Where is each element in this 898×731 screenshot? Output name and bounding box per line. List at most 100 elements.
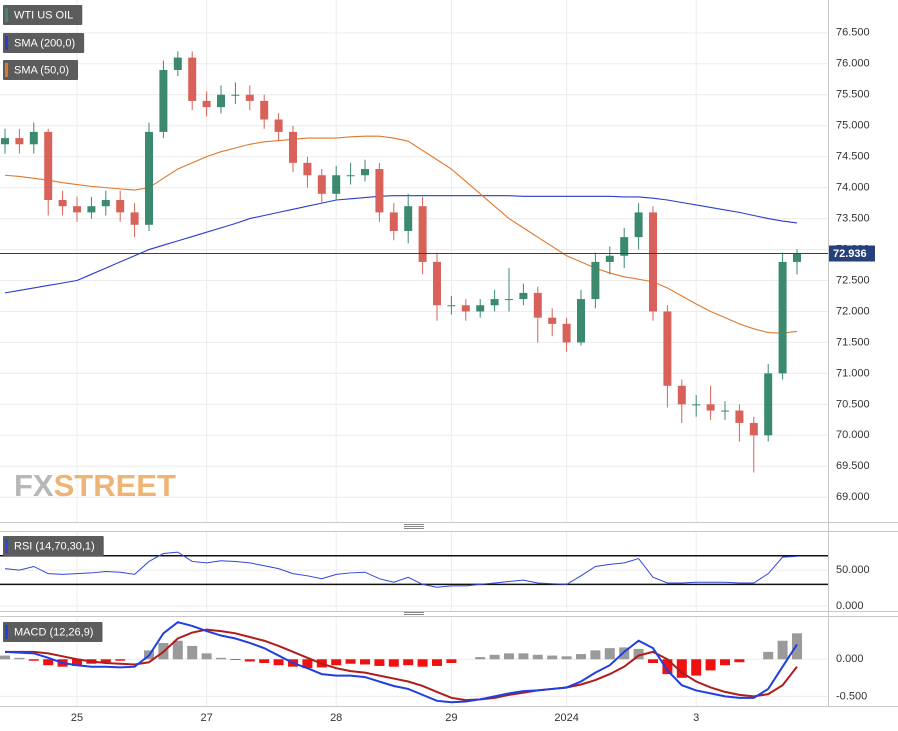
candle-body bbox=[58, 200, 67, 207]
last-price-box bbox=[829, 245, 875, 262]
candle-body bbox=[591, 261, 600, 300]
histogram-bar bbox=[331, 659, 342, 666]
legend-marker bbox=[5, 625, 8, 639]
legend-label: SMA (50,0) bbox=[14, 64, 69, 76]
x-tick-label: 25 bbox=[71, 712, 83, 724]
histogram-bar bbox=[187, 645, 198, 660]
candle-body bbox=[389, 212, 398, 231]
macd-line bbox=[4, 621, 798, 704]
candle-body bbox=[173, 57, 182, 70]
candle-body bbox=[735, 410, 744, 423]
candle-body bbox=[145, 131, 153, 225]
candle-body bbox=[101, 200, 110, 207]
candle-body bbox=[116, 200, 125, 213]
y-tick-label: 70.500 bbox=[836, 398, 870, 410]
candle-body bbox=[562, 323, 571, 343]
y-tick-label: 69.000 bbox=[836, 491, 870, 503]
histogram-bar bbox=[691, 659, 702, 676]
candle-body bbox=[159, 69, 168, 132]
histogram-bar bbox=[360, 659, 370, 665]
candle-body bbox=[332, 175, 341, 194]
candle-body bbox=[202, 100, 211, 108]
histogram-bar bbox=[648, 659, 658, 663]
candle-body bbox=[620, 237, 629, 256]
legend-label: SMA (200,0) bbox=[14, 37, 75, 49]
histogram-bar bbox=[172, 640, 183, 660]
histogram-bar bbox=[475, 657, 486, 660]
histogram-bar bbox=[518, 653, 529, 660]
y-tick-label: 76.000 bbox=[836, 58, 870, 70]
watermark-part: FX bbox=[14, 468, 54, 503]
candle-body bbox=[188, 57, 197, 101]
candle-body bbox=[433, 261, 441, 306]
candle-body bbox=[706, 404, 715, 411]
histogram-bar bbox=[547, 655, 558, 660]
histogram-bar bbox=[590, 650, 601, 660]
y-tick-label: 72.500 bbox=[836, 274, 870, 286]
x-tick-label: 27 bbox=[200, 712, 212, 724]
legend-label: RSI (14,70,30,1) bbox=[14, 540, 95, 552]
histogram-bar bbox=[777, 640, 788, 660]
sma-line bbox=[4, 135, 798, 334]
histogram-bar bbox=[302, 659, 313, 669]
histogram-bar bbox=[489, 654, 500, 660]
candle-body bbox=[778, 261, 787, 374]
candle-body bbox=[634, 212, 643, 238]
legend-label: MACD (12,26,9) bbox=[14, 626, 93, 638]
candle-body bbox=[749, 422, 758, 436]
candle-body bbox=[346, 175, 355, 177]
y-tick-label: 75.000 bbox=[836, 120, 870, 132]
candle-body bbox=[447, 305, 456, 307]
histogram-bar bbox=[403, 659, 414, 666]
candle-body bbox=[130, 212, 139, 225]
y-tick-label: 73.500 bbox=[836, 212, 870, 224]
candle-body bbox=[519, 292, 528, 300]
candle-body bbox=[418, 206, 427, 262]
candle-body bbox=[73, 206, 81, 213]
rsi-line bbox=[4, 551, 798, 588]
histogram-bar bbox=[662, 659, 673, 675]
histogram-bar bbox=[72, 659, 82, 666]
candle-body bbox=[476, 305, 485, 312]
candle-body bbox=[245, 94, 254, 101]
histogram-bar bbox=[417, 659, 428, 667]
candle-body bbox=[303, 162, 312, 176]
legend-box bbox=[3, 5, 83, 25]
histogram-bar bbox=[734, 659, 745, 663]
histogram-bar bbox=[604, 648, 615, 660]
histogram-bar bbox=[230, 659, 241, 661]
histogram-bar bbox=[720, 659, 730, 666]
y-tick-label: 0.000 bbox=[836, 653, 864, 665]
legend-marker bbox=[5, 8, 8, 22]
candle-body bbox=[692, 404, 701, 406]
histogram-bar bbox=[244, 659, 255, 662]
histogram-bar bbox=[619, 647, 630, 660]
candle-body bbox=[274, 119, 283, 132]
legend-box bbox=[3, 33, 85, 53]
legend-box bbox=[3, 536, 104, 556]
candle-body bbox=[663, 311, 672, 386]
histogram-bar bbox=[446, 659, 457, 663]
x-tick-label: 3 bbox=[693, 712, 699, 724]
histogram-bar bbox=[100, 659, 111, 663]
histogram-bar bbox=[388, 659, 399, 667]
watermark: FXSTREET bbox=[14, 468, 176, 503]
histogram-bar bbox=[115, 659, 126, 661]
histogram-bar bbox=[0, 655, 10, 660]
y-tick-label: 70.000 bbox=[836, 429, 870, 441]
histogram-bar bbox=[676, 659, 687, 678]
legend-marker bbox=[5, 539, 8, 553]
histogram-bar bbox=[576, 654, 586, 660]
candle-body bbox=[548, 317, 557, 324]
candle-body bbox=[649, 212, 657, 312]
resize-handle[interactable] bbox=[404, 524, 424, 615]
candle-body bbox=[533, 292, 542, 318]
candle-body bbox=[217, 94, 225, 108]
histogram-bar bbox=[43, 659, 54, 666]
histogram-bar bbox=[705, 659, 716, 671]
y-tick-label: 71.000 bbox=[836, 367, 870, 379]
histogram-bar bbox=[561, 656, 572, 660]
candle-body bbox=[461, 305, 470, 312]
legend-box bbox=[3, 622, 103, 642]
